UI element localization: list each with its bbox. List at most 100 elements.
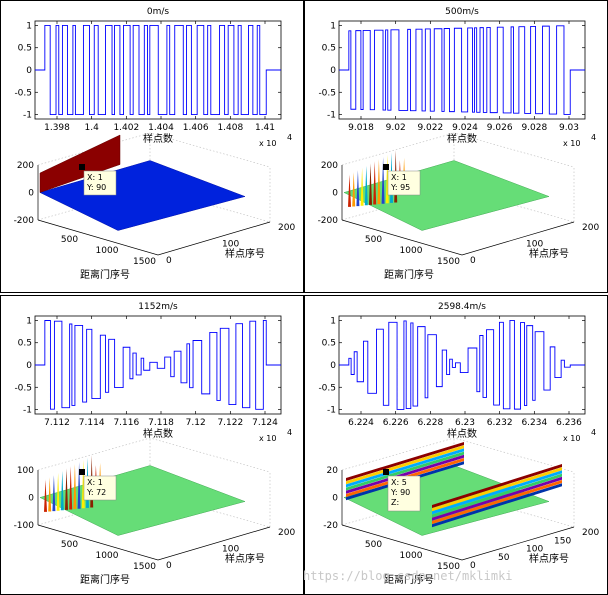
waveform-title: 1152m/s <box>138 302 178 312</box>
y-tick-label: -1 <box>23 111 32 121</box>
surface-spike <box>377 159 381 205</box>
datatip: X: 1Y: 90 <box>79 164 117 196</box>
y-tick-label: -0.5 <box>318 88 336 98</box>
datatip-box <box>83 170 117 196</box>
surface-y-tick-label: 100 <box>222 545 239 555</box>
surface-spike <box>356 170 360 207</box>
x-tick-label: 9.02 <box>386 123 406 133</box>
x-exponent-power: 4 <box>287 133 292 142</box>
surface-spike <box>56 472 60 511</box>
surface-spike <box>52 475 56 512</box>
surface-stripe-right <box>432 480 562 524</box>
surface-stripe-left <box>346 451 464 491</box>
datatip-line: X: 1 <box>87 478 103 487</box>
y-tick-label: 0.5 <box>322 44 336 54</box>
surface-spike <box>65 468 68 510</box>
x-tick-label: 7.114 <box>79 418 105 428</box>
datatip-line: Z: <box>391 498 399 507</box>
panel-0: 0m/s 1 0.5 0 -0.5 -1 1.398 1.4 1.402 1.404 1.406 1.… <box>14 7 296 281</box>
surface-x-tick-label: 1000 <box>96 246 119 256</box>
surface-y-tick-label: 200 <box>582 223 599 233</box>
surface-y-tick-label: 50 <box>498 553 510 563</box>
z-tick-label: -100 <box>14 521 35 531</box>
x-exponent-label: x 10 <box>563 434 580 443</box>
surface-y-tick-label: 100 <box>526 545 543 555</box>
x-tick-label: 6.228 <box>417 418 443 428</box>
surface-spike <box>73 464 77 510</box>
waveform-series-line <box>35 320 281 410</box>
waveform-xlabel: 样点数 <box>143 132 173 145</box>
z-tick-label: -20 <box>323 521 338 531</box>
datatip: X: 1Y: 95 <box>383 164 421 196</box>
datatip-marker <box>383 469 389 475</box>
surface-y-tick-label: 0 <box>166 561 172 571</box>
waveform-axes-box <box>34 315 282 415</box>
surface-y-tick-label: 100 <box>526 240 543 250</box>
x-tick-label: 9.018 <box>348 123 374 133</box>
surface-stripe-left <box>346 454 464 494</box>
waveform-series-line <box>339 25 585 115</box>
surface-spike <box>381 156 385 204</box>
x-tick-label: 1.406 <box>183 123 209 133</box>
surface-grid-lines <box>341 437 575 528</box>
x-exponent-label: x 10 <box>563 139 580 148</box>
surface-x-tick-label: 1000 <box>400 246 423 256</box>
surface-spike <box>69 466 73 510</box>
x-tick-label: 9.022 <box>417 123 443 133</box>
surface-spike <box>373 161 377 205</box>
surface-spike <box>60 470 64 511</box>
waveform-axes: 500m/s 1 0.5 0 -0.5 -1 9.018 9.02 9.022 9.024 9.02… <box>318 7 596 148</box>
surface-spike <box>48 477 52 512</box>
xy-axis-lines <box>341 524 575 561</box>
z-tick-label: 0 <box>28 189 34 199</box>
z-tick-label: 200 <box>17 161 34 171</box>
y-tick-label: 0 <box>26 361 32 371</box>
surface-x-tick-label: 500 <box>365 540 382 550</box>
surface-y-tick-label: 200 <box>278 528 295 538</box>
y-tick-label: 0.5 <box>18 339 32 349</box>
watermark-text: https://blog.csdn.net/mklimki <box>303 569 513 583</box>
x-tick-label: 6.232 <box>487 418 513 428</box>
surface-plot: 200 0 -200 500 1000 1500 0 100 200 距离门序号 样点序号 X: 1Y… <box>318 132 599 281</box>
surface-x-tick-label: 500 <box>61 540 78 550</box>
datatip-box <box>387 170 421 196</box>
surface-ylabel: 样点序号 <box>529 552 569 565</box>
surface-spike <box>364 165 368 206</box>
x-exponent-label: x 10 <box>259 139 276 148</box>
surface-stripe-left <box>346 445 464 485</box>
z-tick-label: -200 <box>318 216 339 226</box>
surface-stripe-left <box>346 442 464 481</box>
z-tick-label: 100 <box>17 466 34 476</box>
surface-grid-lines <box>37 437 271 528</box>
surface-spike <box>44 479 47 512</box>
x-tick-label: 1.408 <box>217 123 243 133</box>
x-tick-label: 1.404 <box>148 123 174 133</box>
surface-y-tick-label: 200 <box>278 223 295 233</box>
surface-y-tick-label: 150 <box>554 536 571 546</box>
surface-spike <box>360 167 364 206</box>
surface-stripe-right <box>432 470 562 515</box>
surface-ylabel: 样点序号 <box>225 552 265 565</box>
datatip-marker <box>383 164 389 170</box>
waveform-xlabel: 样点数 <box>143 427 173 440</box>
surface-stripe-right <box>432 464 562 508</box>
x-exponent-power: 4 <box>591 428 596 437</box>
z-tick-label: 0 <box>28 494 34 504</box>
datatip: X: 1Y: 72 <box>79 469 117 501</box>
y-tick-label: 0 <box>330 361 336 371</box>
waveform-axes: 2598.4m/s10.50-0.5-16.224 6.226 6.228 6.23 6… <box>318 302 596 443</box>
surface-y-tick-label: 100 <box>222 240 239 250</box>
surface-grid-lines <box>341 132 575 223</box>
surface-stripe-right <box>432 473 562 518</box>
xy-axis-lines <box>341 219 575 256</box>
datatip-box <box>387 475 421 512</box>
datatip-line: X: 5 <box>391 478 407 487</box>
surface-y-tick-label: 0 <box>470 561 476 571</box>
surface-x-tick-label: 1500 <box>437 562 460 572</box>
panel-1: 500m/s 1 0.5 0 -0.5 -1 9.018 9.02 9.022 9.024 9.02… <box>318 7 600 281</box>
y-tick-label: 1 <box>330 21 336 31</box>
x-tick-label: 7.118 <box>148 418 174 428</box>
z-tick-label: 200 <box>321 161 338 171</box>
surface-spike <box>348 174 351 207</box>
